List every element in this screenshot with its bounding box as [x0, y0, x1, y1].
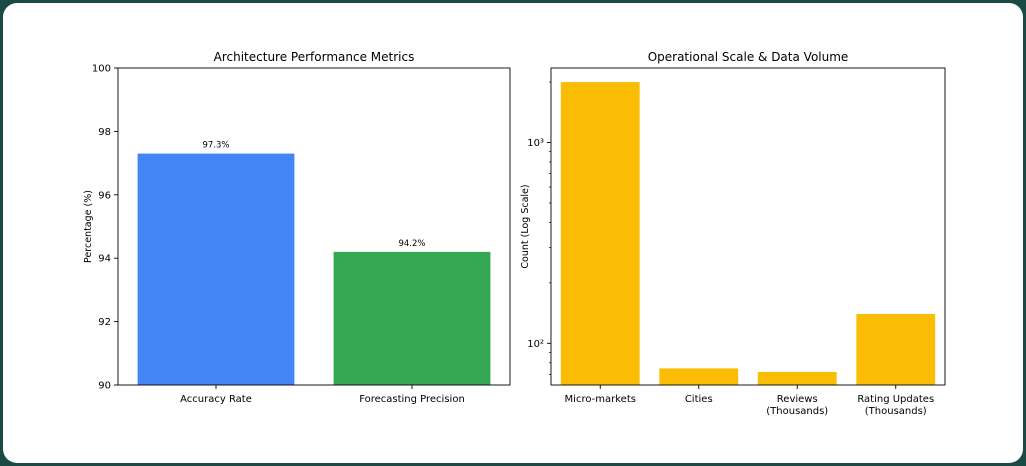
chart2-bar-2 — [659, 368, 739, 385]
chart1-category-label-2: Forecasting Precision — [359, 394, 465, 405]
chart1-ylabel: Percentage (%) — [83, 190, 94, 263]
chart2-category-label-3: Reviews (Thousands) — [766, 394, 828, 417]
chart1-ytick-label-4: 96 — [98, 190, 111, 201]
chart2-ytick-label-1: 10² — [527, 339, 544, 350]
chart1-data-label-1: 97.3% — [202, 141, 229, 151]
chart1-ytick-label-2: 92 — [98, 317, 111, 328]
chart2-ytick-label-2: 10³ — [527, 138, 544, 149]
chart2-bar-4 — [856, 313, 936, 385]
chart2-title: Operational Scale & Data Volume — [648, 50, 849, 64]
chart2-bar-3 — [757, 371, 837, 385]
chart2-bar-1 — [560, 82, 640, 385]
figure-canvas: 90 92 94 96 98 100 Accuracy Rate Forecasting Pr… — [83, 50, 946, 417]
chart1-bar-2 — [333, 251, 491, 385]
chart1-ytick-label-6: 100 — [92, 64, 111, 75]
chart1-bar-1 — [137, 153, 295, 385]
chart1-ytick-label-5: 98 — [98, 127, 111, 138]
figure-card: 90 92 94 96 98 100 Accuracy Rate Forecasting Pr… — [3, 3, 1023, 463]
chart2-axes-frame — [550, 67, 946, 386]
chart1-data-label-2: 94.2% — [398, 239, 425, 249]
chart2-category-label-4: Rating Updates (Thousands) — [857, 394, 934, 417]
chart1-title: Architecture Performance Metrics — [214, 50, 415, 64]
chart1-category-label-1: Accuracy Rate — [180, 394, 252, 405]
chart1-axes-frame — [117, 67, 511, 386]
chart2-ylabel: Count (Log Scale) — [520, 184, 531, 268]
chart2-category-label-1: Micro-markets — [565, 394, 636, 405]
chart1-ytick-label-1: 90 — [98, 381, 111, 392]
chart1-ytick-label-3: 94 — [98, 254, 111, 265]
chart2-category-label-2: Cities — [685, 394, 713, 405]
